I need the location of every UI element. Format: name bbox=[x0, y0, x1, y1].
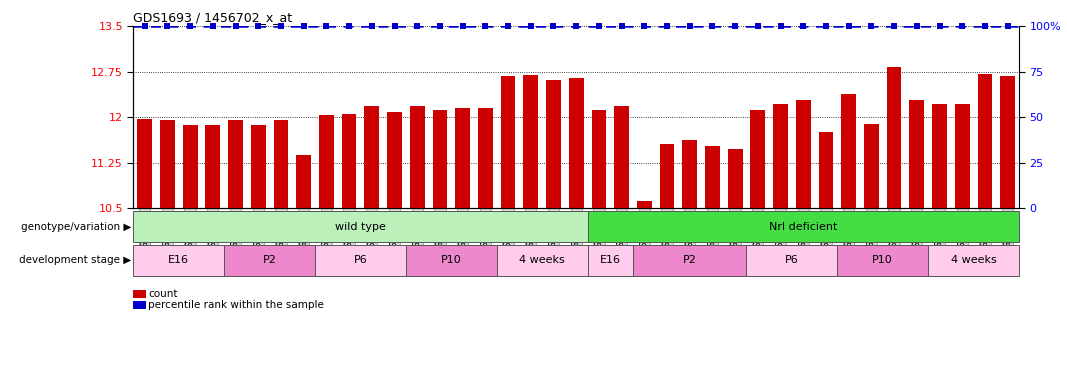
Bar bbox=[206, 125, 220, 208]
Bar bbox=[928, 245, 1019, 276]
Text: P2: P2 bbox=[683, 255, 697, 265]
Bar bbox=[497, 245, 588, 276]
Text: P10: P10 bbox=[873, 255, 893, 265]
Bar bbox=[705, 146, 720, 208]
Bar bbox=[955, 104, 970, 208]
Text: P10: P10 bbox=[441, 255, 462, 265]
Bar bbox=[750, 110, 765, 208]
Bar bbox=[133, 245, 224, 276]
Text: P2: P2 bbox=[262, 255, 276, 265]
Bar bbox=[909, 100, 924, 208]
Bar bbox=[818, 132, 833, 208]
Bar bbox=[228, 120, 243, 208]
Bar bbox=[432, 110, 447, 208]
Bar bbox=[1000, 76, 1015, 208]
Bar bbox=[405, 245, 497, 276]
Bar bbox=[251, 125, 266, 208]
Bar bbox=[933, 104, 946, 208]
Text: 4 weeks: 4 weeks bbox=[951, 255, 997, 265]
Bar bbox=[478, 108, 493, 208]
Bar bbox=[546, 80, 561, 208]
Bar bbox=[838, 245, 928, 276]
Bar bbox=[796, 100, 811, 208]
Bar bbox=[774, 104, 787, 208]
Bar bbox=[637, 201, 652, 208]
Bar bbox=[297, 155, 312, 208]
Bar bbox=[682, 140, 697, 208]
Text: E16: E16 bbox=[169, 255, 189, 265]
Bar bbox=[887, 68, 902, 208]
Bar bbox=[591, 110, 606, 208]
Bar bbox=[319, 116, 334, 208]
Bar bbox=[138, 119, 153, 208]
Text: P6: P6 bbox=[353, 255, 367, 265]
Bar bbox=[315, 245, 405, 276]
Bar bbox=[588, 245, 633, 276]
Bar bbox=[569, 78, 584, 208]
Bar bbox=[160, 120, 175, 208]
Bar bbox=[500, 76, 515, 208]
Bar bbox=[728, 149, 743, 208]
Text: count: count bbox=[148, 289, 178, 299]
Text: E16: E16 bbox=[600, 255, 621, 265]
Bar bbox=[365, 106, 379, 208]
Text: genotype/variation ▶: genotype/variation ▶ bbox=[21, 222, 131, 231]
Text: P6: P6 bbox=[785, 255, 799, 265]
Bar bbox=[615, 106, 628, 208]
Bar bbox=[977, 74, 992, 208]
Text: 4 weeks: 4 weeks bbox=[520, 255, 566, 265]
Text: Nrl deficient: Nrl deficient bbox=[769, 222, 838, 231]
Bar bbox=[588, 211, 1019, 242]
Bar bbox=[456, 108, 471, 208]
Bar bbox=[224, 245, 315, 276]
Bar bbox=[524, 75, 538, 208]
Bar bbox=[659, 144, 674, 208]
Bar bbox=[633, 245, 747, 276]
Bar bbox=[341, 114, 356, 208]
Bar bbox=[387, 112, 402, 208]
Bar bbox=[841, 94, 856, 208]
Bar bbox=[182, 125, 197, 208]
Bar bbox=[864, 124, 879, 208]
Bar bbox=[133, 211, 588, 242]
Text: percentile rank within the sample: percentile rank within the sample bbox=[148, 300, 324, 310]
Bar bbox=[273, 120, 288, 208]
Bar bbox=[747, 245, 838, 276]
Text: wild type: wild type bbox=[335, 222, 386, 231]
Bar bbox=[410, 106, 425, 208]
Text: development stage ▶: development stage ▶ bbox=[19, 255, 131, 265]
Text: GDS1693 / 1456702_x_at: GDS1693 / 1456702_x_at bbox=[133, 11, 292, 24]
